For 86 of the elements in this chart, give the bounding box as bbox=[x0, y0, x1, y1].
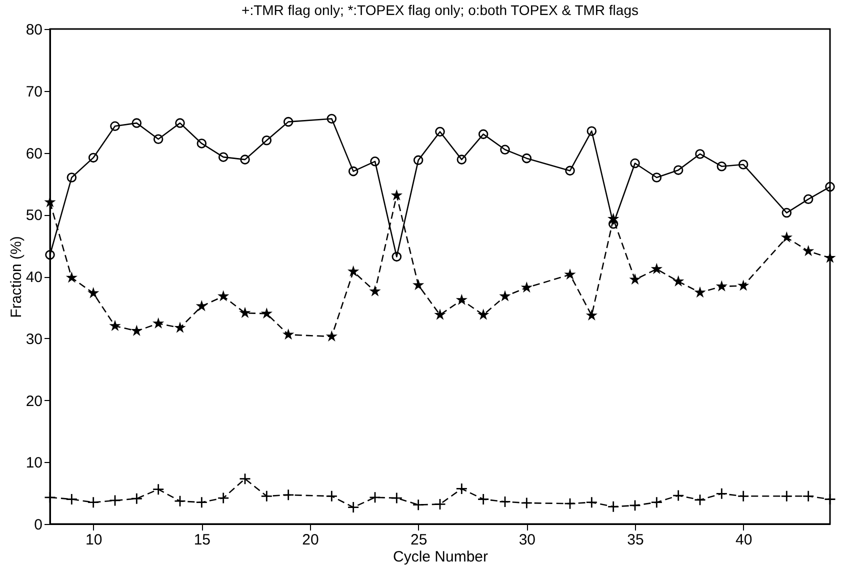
y-tick-label: 10 bbox=[26, 454, 42, 472]
point bbox=[132, 118, 142, 128]
point bbox=[780, 490, 793, 502]
point bbox=[369, 491, 381, 504]
point bbox=[824, 493, 836, 506]
point bbox=[673, 165, 684, 175]
point bbox=[629, 499, 641, 512]
point bbox=[326, 114, 337, 124]
point bbox=[348, 166, 358, 176]
y-tick-label: 40 bbox=[26, 269, 42, 286]
y-tick-label: 80 bbox=[26, 22, 42, 38]
y-tick-label: 70 bbox=[26, 83, 42, 100]
x-tick-label: 40 bbox=[735, 532, 752, 548]
point bbox=[45, 250, 55, 260]
point bbox=[435, 126, 445, 137]
point bbox=[260, 490, 273, 502]
x-tick-label: 25 bbox=[410, 532, 428, 548]
point bbox=[672, 490, 684, 502]
point bbox=[370, 156, 380, 166]
point bbox=[175, 118, 185, 128]
point bbox=[607, 500, 620, 513]
point bbox=[694, 494, 706, 506]
point bbox=[283, 116, 294, 127]
point bbox=[630, 158, 640, 168]
point bbox=[262, 136, 272, 146]
point bbox=[716, 161, 727, 172]
point bbox=[652, 172, 662, 182]
x-tick-label: 35 bbox=[627, 532, 644, 548]
y-tick-label: 50 bbox=[26, 207, 42, 224]
point bbox=[412, 498, 424, 511]
y-axis-title: Fraction (%) bbox=[8, 236, 25, 318]
point bbox=[825, 182, 835, 192]
x-tick-label: 10 bbox=[85, 532, 102, 548]
point bbox=[695, 149, 705, 159]
point bbox=[174, 495, 186, 508]
point bbox=[109, 494, 121, 506]
point bbox=[650, 496, 663, 508]
x-axis-title: Cycle Number bbox=[392, 548, 488, 566]
point bbox=[347, 501, 360, 514]
point bbox=[500, 144, 510, 155]
point bbox=[608, 219, 618, 229]
point bbox=[434, 498, 446, 510]
point bbox=[477, 493, 490, 506]
point bbox=[66, 493, 78, 506]
y-tick-label: 30 bbox=[26, 330, 42, 348]
point bbox=[737, 490, 750, 502]
point bbox=[88, 152, 98, 163]
point bbox=[499, 496, 511, 508]
point bbox=[392, 252, 402, 262]
point bbox=[522, 153, 532, 164]
y-tick-label: 20 bbox=[26, 392, 42, 410]
point bbox=[456, 154, 467, 164]
point bbox=[130, 492, 143, 505]
point bbox=[218, 152, 228, 162]
point bbox=[153, 134, 164, 144]
x-tick-label: 15 bbox=[194, 532, 211, 548]
point bbox=[802, 490, 814, 502]
point bbox=[738, 160, 748, 170]
point bbox=[413, 155, 424, 166]
point bbox=[565, 166, 575, 176]
point bbox=[196, 138, 207, 148]
point bbox=[239, 472, 251, 485]
point bbox=[564, 498, 576, 510]
point bbox=[390, 492, 403, 504]
point bbox=[716, 488, 728, 500]
y-tick-label: 0 bbox=[34, 516, 42, 534]
point bbox=[66, 172, 77, 182]
point bbox=[478, 129, 488, 140]
point bbox=[110, 121, 120, 132]
point bbox=[803, 194, 814, 204]
point bbox=[217, 492, 230, 504]
y-tick-label: 60 bbox=[26, 145, 42, 162]
point bbox=[782, 208, 792, 218]
point bbox=[240, 154, 250, 164]
x-tick-label: 30 bbox=[518, 532, 536, 548]
point bbox=[282, 488, 294, 501]
point bbox=[326, 490, 338, 502]
point bbox=[152, 483, 164, 496]
point bbox=[196, 496, 208, 508]
point bbox=[586, 126, 597, 136]
point bbox=[520, 497, 533, 509]
chart-title: +:TMR flag only; *:TOPEX flag only; o:both TOPEX & TMR flags bbox=[242, 2, 638, 18]
point bbox=[586, 496, 598, 508]
x-tick-label: 20 bbox=[302, 532, 319, 548]
point bbox=[87, 496, 100, 508]
point bbox=[456, 482, 468, 495]
